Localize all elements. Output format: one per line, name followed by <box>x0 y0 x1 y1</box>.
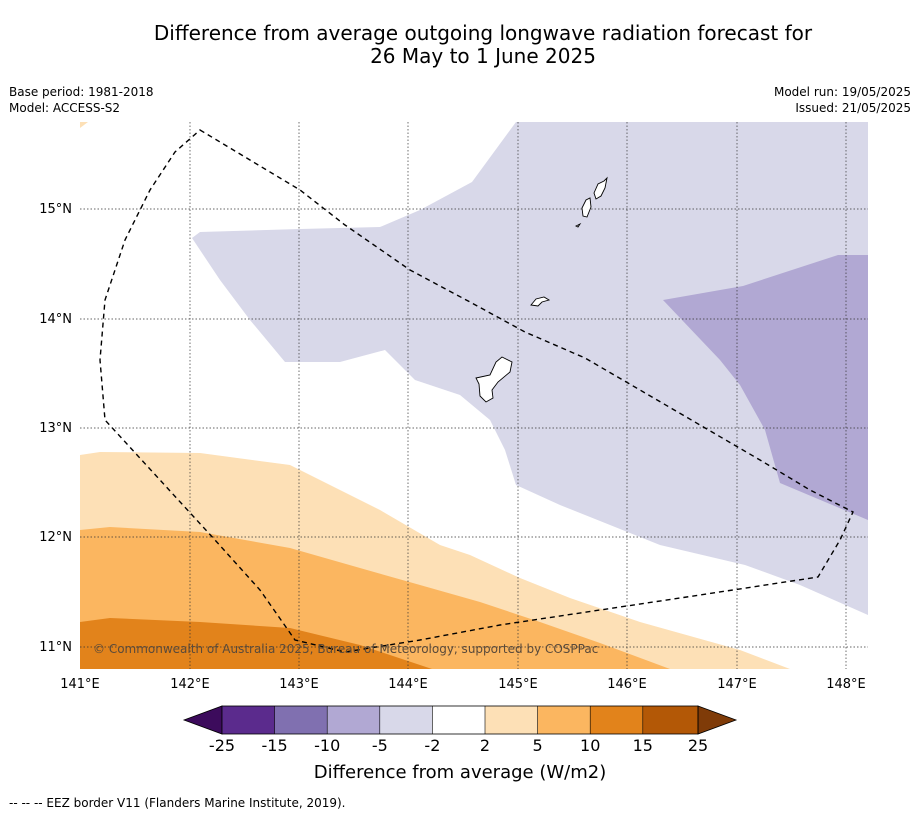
tinian-island <box>581 197 592 218</box>
meta-right: Model run: 19/05/2025 Issued: 21/05/2025 <box>774 84 911 116</box>
lon-tick-label: 143°E <box>279 677 319 692</box>
region-neg-10-to-5 <box>663 255 868 520</box>
colorbar-outline <box>221 705 699 735</box>
colorbar-tick-label: 15 <box>633 736 653 755</box>
colorbar-right-arrow <box>697 705 738 735</box>
colorbar-tick-label: -10 <box>314 736 340 755</box>
base-period: Base period: 1981-2018 <box>9 85 154 99</box>
colorbar-segment <box>590 706 643 734</box>
colorbar-tick-label: 25 <box>688 736 708 755</box>
colorbar-tick-label: 5 <box>533 736 543 755</box>
colorbar-tick-label: -5 <box>372 736 388 755</box>
lon-tick-label: 144°E <box>388 677 428 692</box>
islands <box>475 176 608 403</box>
model-run: Model run: 19/05/2025 <box>773 85 911 99</box>
title-line-2: 26 May to 1 June 2025 <box>370 44 596 68</box>
colorbar-segment <box>537 706 591 734</box>
lat-tick-label: 12°N <box>39 530 72 545</box>
lat-tick-label: 13°N <box>39 421 72 436</box>
rota-island <box>530 296 551 307</box>
eez-legend-note: -- -- -- EEZ border V11 (Flanders Marine… <box>9 796 346 810</box>
lon-tick-label: 145°E <box>498 677 538 692</box>
colorbar-segment <box>274 706 328 734</box>
lat-tick-labels: 15°N 14°N 13°N 12°N 11°N <box>39 202 72 655</box>
colorbar-segment <box>432 706 485 734</box>
lon-tick-label: 146°E <box>607 677 647 692</box>
gridlines <box>80 122 868 669</box>
colorbar-tick-label: 2 <box>480 736 490 755</box>
lon-tick-labels: 141°E 142°E 143°E 144°E 145°E 146°E 147°… <box>60 677 866 692</box>
colorbar-tick-label: -25 <box>209 736 235 755</box>
issued-date: Issued: 21/05/2025 <box>795 101 911 115</box>
map-area: © Commonwealth of Australia 2025, Bureau… <box>80 122 868 669</box>
lon-tick-label: 148°E <box>826 677 866 692</box>
title-line-1: Difference from average outgoing longwav… <box>153 21 813 45</box>
region-corner-pos-2-to-5 <box>80 122 88 128</box>
guam-island <box>475 356 513 403</box>
colorbar-tick-label: -2 <box>424 736 440 755</box>
aguijan-island <box>574 222 582 228</box>
lat-tick-label: 15°N <box>39 202 72 217</box>
colorbar-segment <box>642 706 698 734</box>
colorbar: -25 -15 -10 -5 -2 2 5 10 15 25 Differenc… <box>182 705 738 783</box>
model-name: Model: ACCESS-S2 <box>9 101 121 115</box>
lon-tick-label: 147°E <box>717 677 757 692</box>
region-pos-10-to-15 <box>80 618 432 669</box>
copyright-text: © Commonwealth of Australia 2025, Bureau… <box>93 642 598 656</box>
colorbar-segment <box>379 706 433 734</box>
lat-tick-label: 14°N <box>39 312 72 327</box>
colorbar-segment <box>485 706 538 734</box>
meta-left: Base period: 1981-2018 Model: ACCESS-S2 <box>9 84 154 116</box>
saipan-island <box>593 176 608 200</box>
lon-tick-label: 142°E <box>170 677 210 692</box>
colorbar-dividers <box>274 706 644 734</box>
colorbar-tick-label: 10 <box>580 736 600 755</box>
colorbar-ticks: -25 -15 -10 -5 -2 2 5 10 15 25 <box>209 736 708 755</box>
region-neg-5-to-2 <box>192 122 868 615</box>
colorbar-segment <box>327 706 380 734</box>
eez-border <box>99 129 854 653</box>
colorbar-segment <box>222 706 275 734</box>
colorbar-left-arrow <box>182 705 223 735</box>
lon-tick-label: 141°E <box>60 677 100 692</box>
colorbar-tick-label: -15 <box>262 736 288 755</box>
colorbar-label: Difference from average (W/m2) <box>314 762 606 783</box>
lat-tick-label: 11°N <box>39 640 72 655</box>
chart-title: Difference from average outgoing longwav… <box>0 22 919 68</box>
